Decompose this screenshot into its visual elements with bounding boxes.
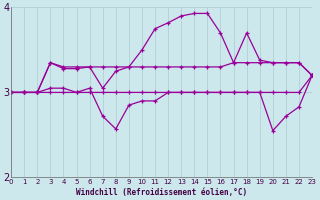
X-axis label: Windchill (Refroidissement éolien,°C): Windchill (Refroidissement éolien,°C): [76, 188, 247, 197]
